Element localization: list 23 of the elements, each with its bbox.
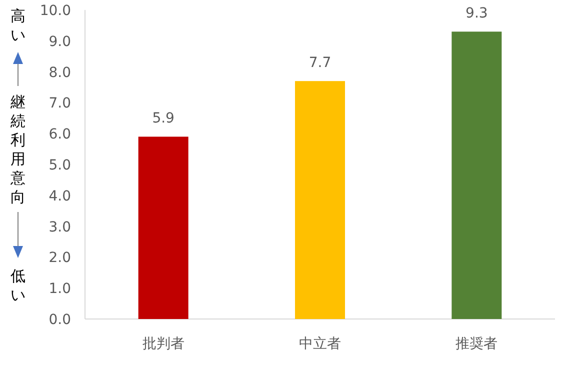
y-tick-label: 4.0: [48, 188, 71, 204]
y-tick-label: 10.0: [40, 3, 71, 19]
data-label: 5.9: [152, 110, 174, 127]
bar: [295, 81, 345, 319]
bar: [138, 136, 188, 319]
y-tick-label: 0.0: [48, 312, 71, 328]
text: 低い: [10, 267, 26, 304]
y-axis-title: 継続利用意向: [10, 93, 26, 206]
y-tick-label: 8.0: [48, 64, 71, 81]
y-tick-label: 6.0: [48, 126, 71, 143]
y-tick-label: 3.0: [48, 219, 71, 236]
x-tick-label: 推奨者: [456, 336, 498, 352]
x-tick-label: 批判者: [142, 336, 184, 352]
y-tick-label: 7.0: [48, 96, 71, 112]
data-label: 9.3: [466, 6, 488, 22]
y-tick-label: 1.0: [48, 281, 71, 298]
text: 高い: [10, 7, 26, 44]
y-tick-label: 9.0: [48, 34, 71, 50]
bar: [452, 32, 502, 319]
y-tick-label: 5.0: [48, 158, 71, 174]
x-tick-label: 中立者: [299, 336, 341, 352]
data-label: 7.7: [308, 55, 332, 72]
y-tick-label: 2.0: [48, 250, 71, 266]
